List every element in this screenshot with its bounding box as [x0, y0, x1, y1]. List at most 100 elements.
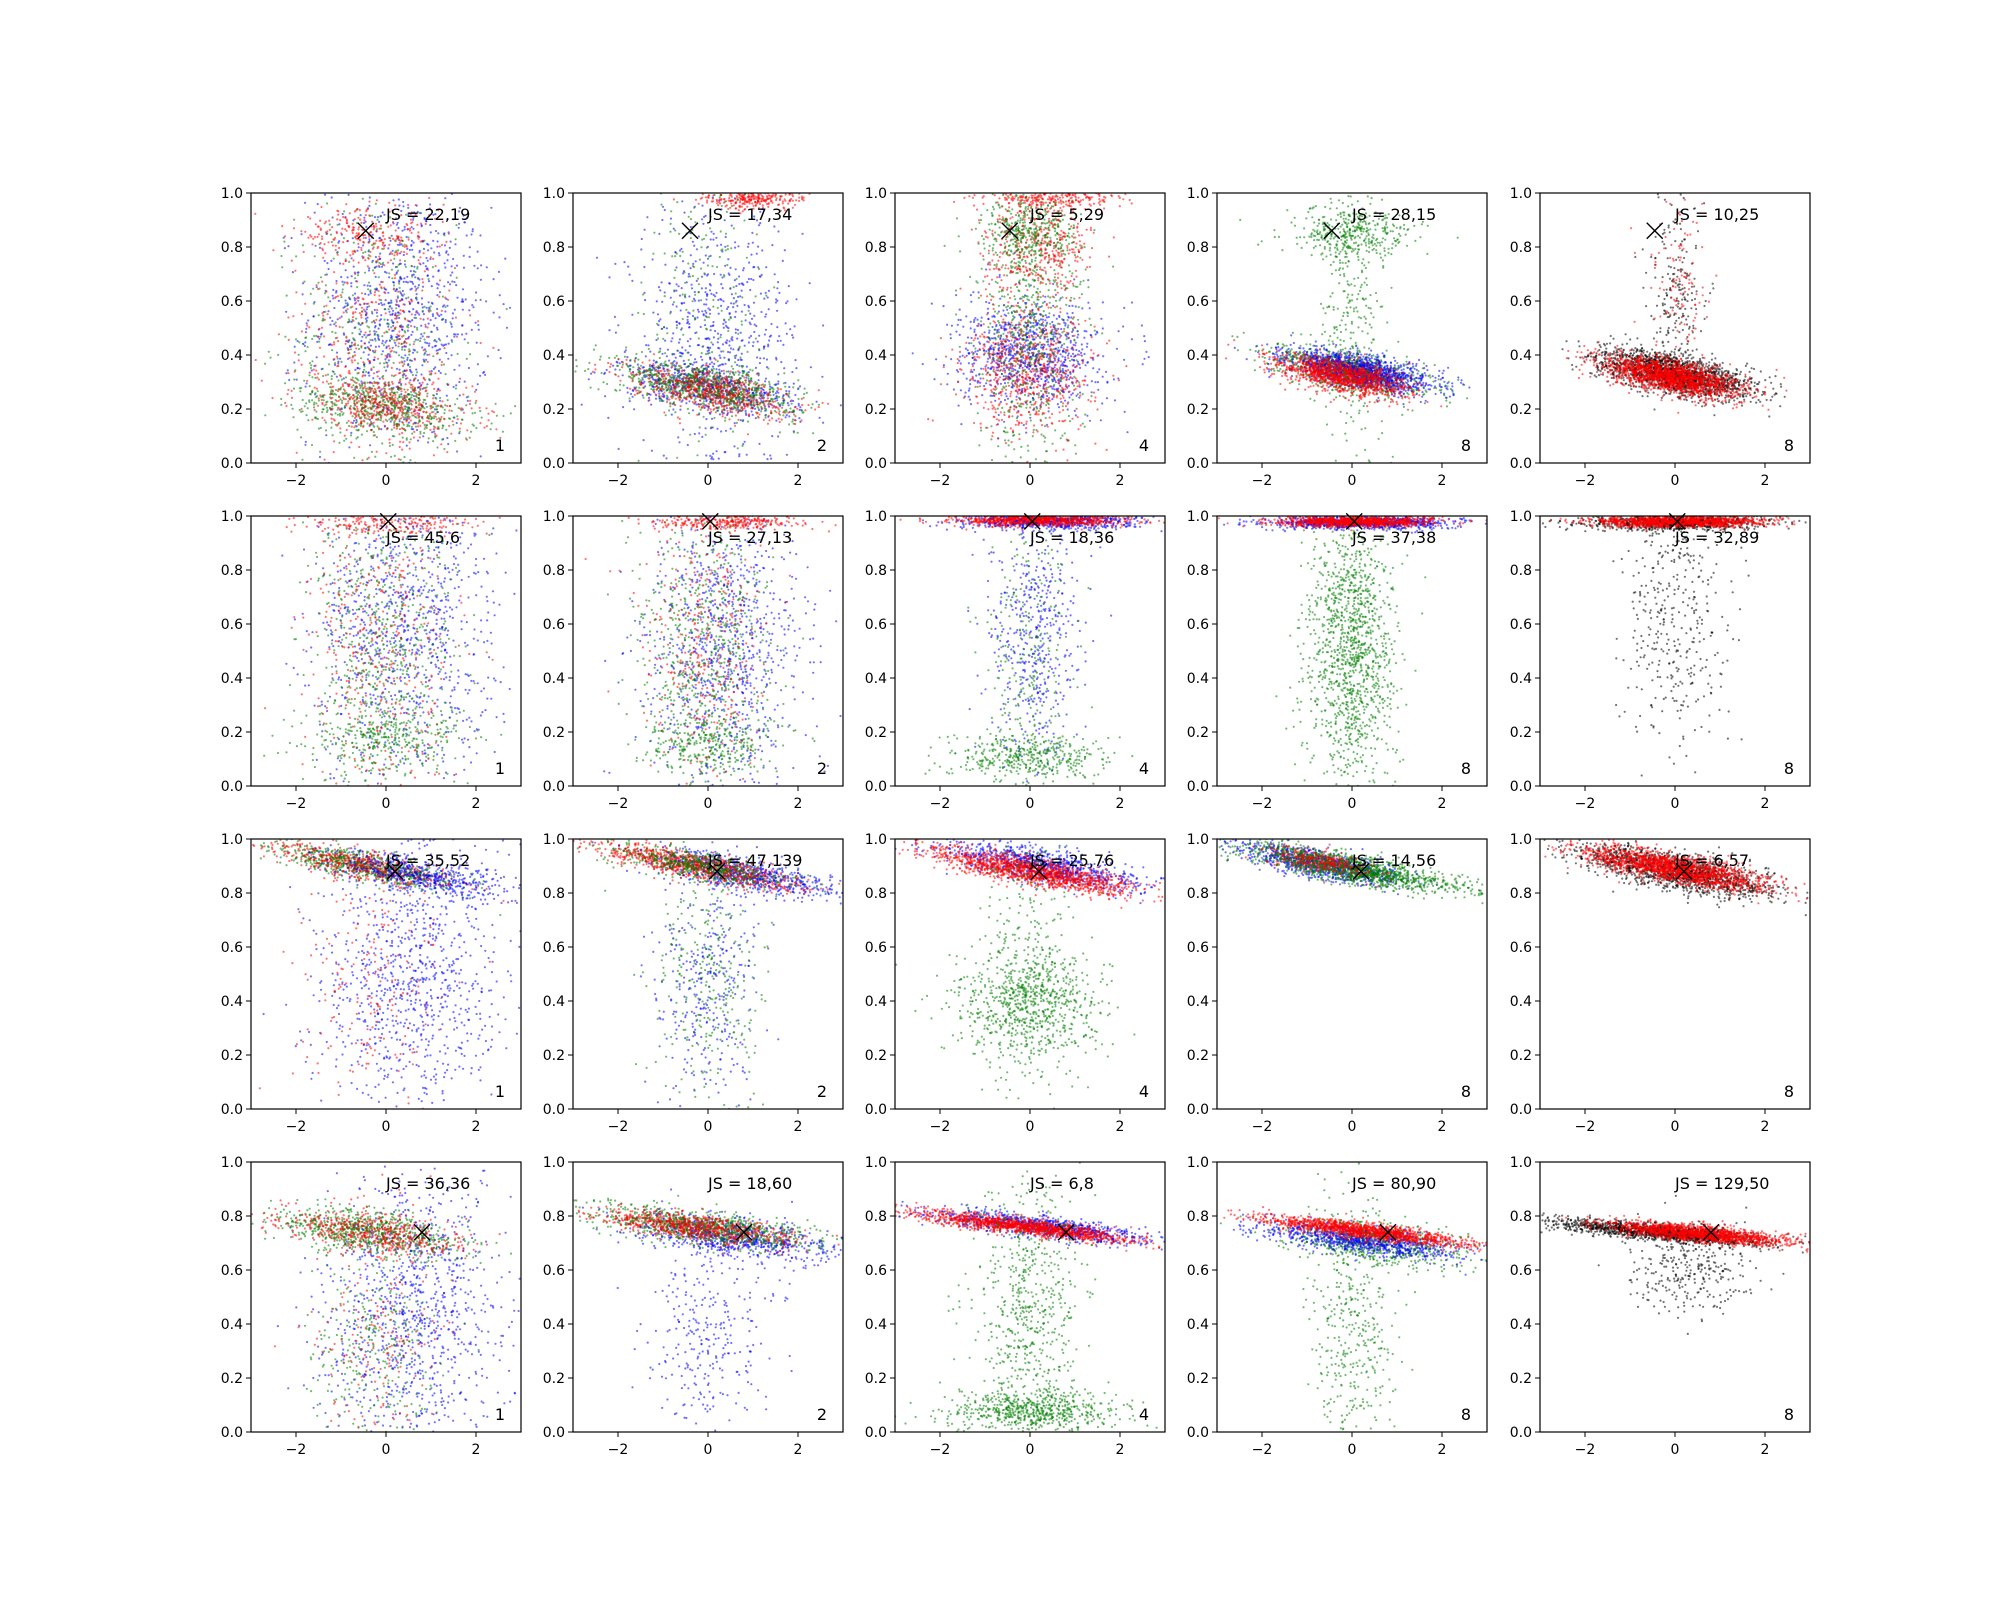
data-point — [504, 257, 507, 260]
data-point — [776, 326, 779, 329]
data-point — [401, 309, 404, 312]
data-point — [373, 272, 376, 275]
data-point — [405, 297, 408, 300]
data-point — [374, 389, 377, 392]
data-point — [439, 399, 442, 402]
data-point — [309, 366, 312, 370]
data-point — [378, 227, 381, 230]
data-point — [479, 455, 482, 458]
data-point — [688, 295, 691, 298]
data-point — [418, 382, 421, 385]
data-point — [388, 272, 391, 275]
data-point — [427, 416, 430, 419]
data-point — [763, 392, 767, 395]
data-point — [467, 395, 470, 398]
data-point — [637, 358, 640, 361]
data-point — [325, 380, 328, 383]
data-point — [355, 307, 358, 310]
data-point — [405, 444, 408, 447]
data-point — [694, 397, 697, 400]
data-point — [352, 252, 355, 256]
data-point — [471, 423, 474, 426]
data-point — [704, 324, 707, 327]
data-point — [694, 369, 698, 372]
data-point — [415, 406, 418, 409]
data-point — [419, 222, 423, 225]
data-point — [429, 223, 432, 227]
data-point — [367, 302, 370, 305]
data-point — [443, 347, 446, 350]
data-point — [377, 327, 380, 330]
data-point — [453, 335, 456, 338]
data-point — [471, 304, 474, 307]
data-point — [339, 431, 342, 434]
data-point — [352, 380, 355, 383]
data-point — [359, 424, 362, 427]
data-point — [642, 396, 645, 399]
data-point — [628, 367, 631, 371]
data-point — [350, 344, 353, 347]
data-point — [396, 221, 399, 224]
data-point — [409, 386, 412, 389]
data-point — [446, 382, 449, 385]
data-point — [656, 382, 659, 385]
data-point — [692, 297, 696, 300]
data-point — [337, 360, 340, 363]
data-point — [480, 416, 483, 419]
data-point — [377, 276, 380, 279]
data-point — [689, 267, 692, 270]
data-point — [447, 253, 450, 256]
data-point — [427, 243, 430, 246]
data-point — [633, 408, 636, 411]
data-point — [329, 323, 332, 326]
data-point — [767, 367, 770, 370]
data-point — [409, 459, 412, 462]
data-point — [696, 308, 700, 311]
data-point — [665, 457, 668, 460]
data-point — [726, 413, 729, 416]
data-point — [802, 396, 805, 399]
data-point — [402, 205, 405, 208]
data-point — [700, 287, 704, 290]
data-point — [590, 372, 593, 375]
data-point — [342, 283, 345, 286]
data-point — [403, 405, 406, 408]
data-point — [729, 370, 732, 373]
data-point — [442, 344, 445, 347]
data-point — [352, 337, 355, 340]
data-point — [355, 401, 358, 404]
data-point — [425, 411, 428, 414]
data-point — [364, 401, 367, 404]
data-point — [434, 229, 438, 233]
data-point — [371, 301, 374, 304]
data-point — [724, 429, 728, 432]
data-point — [395, 272, 398, 275]
data-point — [333, 236, 337, 240]
data-point — [290, 389, 293, 392]
data-point — [325, 434, 328, 437]
data-point — [753, 215, 756, 218]
data-point — [602, 381, 605, 384]
data-point — [373, 380, 376, 383]
data-point — [689, 254, 692, 257]
data-point — [424, 378, 427, 381]
data-point — [762, 347, 766, 350]
data-point — [747, 306, 751, 309]
data-point — [699, 408, 702, 411]
data-point — [360, 292, 363, 295]
data-point — [444, 266, 447, 269]
data-point — [597, 388, 600, 391]
data-point — [777, 417, 780, 420]
data-point — [433, 338, 436, 342]
data-point — [383, 403, 386, 406]
data-point — [371, 395, 374, 398]
data-point — [351, 397, 354, 400]
data-point — [652, 359, 655, 362]
data-point — [385, 345, 388, 348]
data-point — [591, 370, 595, 373]
data-point — [468, 436, 471, 439]
data-point — [407, 238, 410, 241]
data-point — [381, 303, 384, 307]
data-point — [390, 299, 393, 302]
data-point — [394, 313, 397, 316]
